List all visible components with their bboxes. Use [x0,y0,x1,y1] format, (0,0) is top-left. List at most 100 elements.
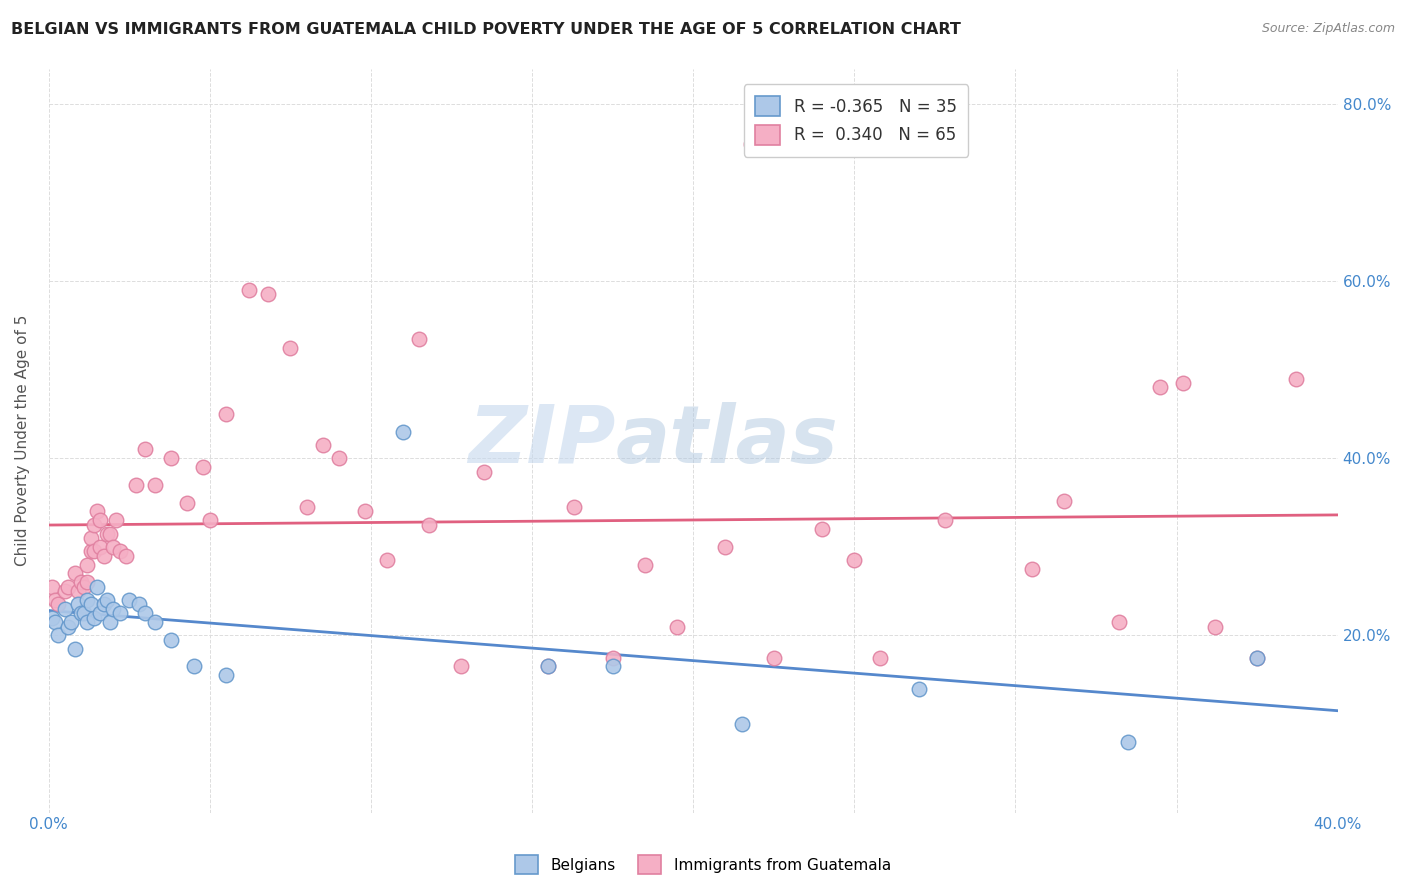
Point [83,610,105,624]
Legend: Belgians, Immigrants from Guatemala: Belgians, Immigrants from Guatemala [509,849,897,880]
Point [392,425,415,439]
Point [762,650,785,665]
Point [73,580,96,594]
Point [48,628,70,642]
Point [198,513,221,527]
Point [143,615,166,629]
Point [103,540,125,554]
Point [1246,650,1268,665]
Point [53,602,76,616]
Point [562,500,585,514]
Point [105,513,128,527]
Point [63,641,86,656]
Point [666,619,689,633]
Point [48,598,70,612]
Point [740,136,762,151]
Text: Source: ZipAtlas.com: Source: ZipAtlas.com [1261,22,1395,36]
Point [375,553,398,567]
Point [63,566,86,581]
Point [96,593,118,607]
Point [311,438,333,452]
Point [66,598,89,612]
Point [79,598,101,612]
Point [1171,376,1194,390]
Point [537,659,560,673]
Point [1149,380,1171,394]
Point [844,553,866,567]
Point [70,575,93,590]
Point [280,341,302,355]
Point [295,500,318,514]
Point [79,531,101,545]
Point [907,681,929,696]
Point [418,517,440,532]
Point [76,615,98,629]
Point [1204,619,1226,633]
Point [41,610,63,624]
Point [89,540,111,554]
Point [83,517,105,532]
Point [215,668,238,682]
Point [76,593,98,607]
Point [98,526,121,541]
Point [60,615,83,629]
Point [108,544,131,558]
Point [96,526,118,541]
Point [934,513,956,527]
Y-axis label: Child Poverty Under the Age of 5: Child Poverty Under the Age of 5 [15,315,30,566]
Point [730,717,752,731]
Point [66,584,89,599]
Point [408,332,430,346]
Point [44,615,66,629]
Point [472,465,495,479]
Point [602,659,624,673]
Point [602,650,624,665]
Point [811,522,834,536]
Point [1108,615,1130,629]
Text: atlas: atlas [616,401,838,480]
Point [128,598,150,612]
Point [118,593,141,607]
Point [450,659,472,673]
Point [56,580,79,594]
Point [93,549,115,563]
Point [76,558,98,572]
Point [134,442,156,457]
Point [44,593,66,607]
Point [93,598,115,612]
Point [714,540,737,554]
Point [125,478,148,492]
Point [1246,650,1268,665]
Point [1116,734,1139,748]
Point [257,287,280,301]
Point [83,544,105,558]
Point [86,504,108,518]
Point [160,632,183,647]
Point [115,549,138,563]
Point [98,615,121,629]
Point [634,558,657,572]
Point [176,495,198,509]
Point [160,451,183,466]
Point [56,619,79,633]
Point [537,659,560,673]
Point [1021,562,1043,576]
Point [1053,493,1076,508]
Point [108,606,131,620]
Text: ZIP: ZIP [468,401,616,480]
Point [73,606,96,620]
Point [353,504,375,518]
Text: BELGIAN VS IMMIGRANTS FROM GUATEMALA CHILD POVERTY UNDER THE AGE OF 5 CORRELATIO: BELGIAN VS IMMIGRANTS FROM GUATEMALA CHI… [11,22,962,37]
Point [215,407,238,421]
Point [53,584,76,599]
Point [76,575,98,590]
Point [79,544,101,558]
Point [70,606,93,620]
Point [193,460,215,475]
Point [89,606,111,620]
Point [86,580,108,594]
Point [89,513,111,527]
Point [143,478,166,492]
Point [238,283,260,297]
Point [869,650,891,665]
